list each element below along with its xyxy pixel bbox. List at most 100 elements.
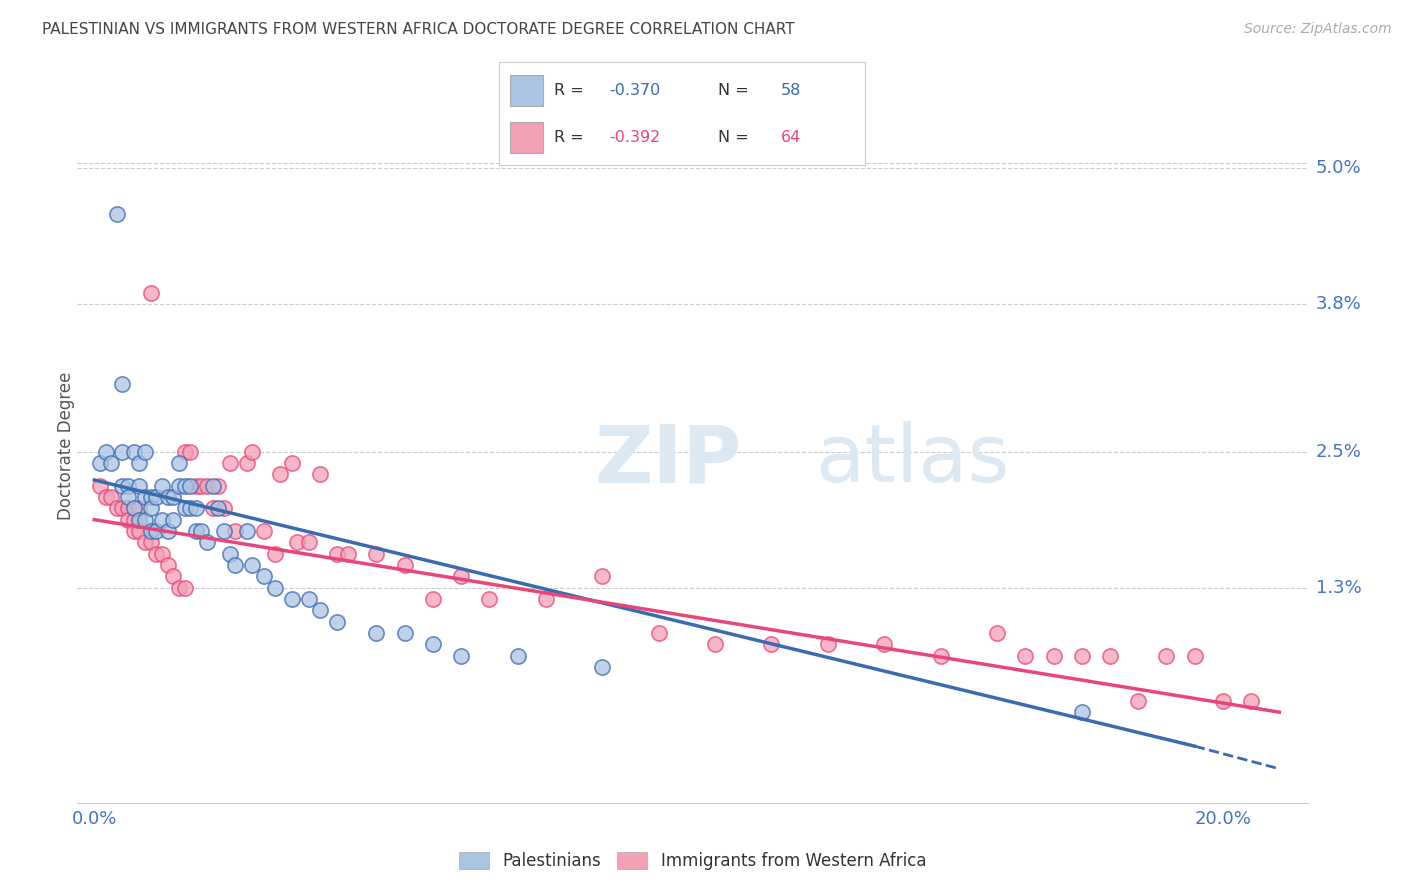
Point [704, 637, 727, 651]
Text: 2.5%: 2.5% [1316, 442, 1362, 460]
Point [167, 478, 190, 492]
Point [128, 478, 150, 492]
Point [287, 535, 309, 549]
Point [156, 490, 179, 504]
Point [591, 569, 613, 583]
Text: ZIP: ZIP [595, 421, 741, 500]
Point [1156, 648, 1178, 663]
Text: -0.370: -0.370 [609, 83, 659, 97]
Point [218, 547, 240, 561]
Point [162, 513, 184, 527]
Point [506, 648, 529, 663]
Point [139, 501, 162, 516]
Text: R =: R = [554, 83, 589, 97]
Point [156, 558, 179, 572]
Point [184, 524, 207, 538]
Point [122, 444, 145, 458]
Point [117, 490, 139, 504]
Legend: Palestinians, Immigrants from Western Africa: Palestinians, Immigrants from Western Af… [451, 845, 934, 877]
Point [94, 490, 117, 504]
Text: atlas: atlas [815, 421, 1010, 500]
Point [1240, 694, 1263, 708]
Point [263, 581, 285, 595]
Point [89, 478, 111, 492]
Point [134, 513, 156, 527]
Point [167, 456, 190, 470]
Point [201, 478, 224, 492]
Point [117, 513, 139, 527]
Point [122, 513, 145, 527]
Point [394, 626, 416, 640]
Point [218, 456, 240, 470]
Y-axis label: Doctorate Degree: Doctorate Degree [58, 372, 75, 520]
Point [252, 524, 274, 538]
Point [150, 547, 173, 561]
Text: 64: 64 [780, 130, 801, 145]
Point [873, 637, 896, 651]
Point [184, 478, 207, 492]
Point [1184, 648, 1206, 663]
Point [122, 524, 145, 538]
Point [366, 626, 388, 640]
Point [111, 501, 134, 516]
Point [1070, 705, 1092, 719]
Point [817, 637, 839, 651]
Point [240, 444, 263, 458]
Point [190, 478, 212, 492]
Point [173, 501, 195, 516]
Point [309, 467, 332, 482]
Point [252, 569, 274, 583]
Point [122, 501, 145, 516]
Point [269, 467, 291, 482]
Point [1070, 648, 1092, 663]
Point [184, 501, 207, 516]
Point [145, 547, 167, 561]
Text: 1.3%: 1.3% [1316, 579, 1361, 597]
Point [128, 513, 150, 527]
Point [422, 637, 444, 651]
Point [207, 478, 229, 492]
Point [195, 535, 218, 549]
Point [1014, 648, 1036, 663]
Text: N =: N = [718, 83, 755, 97]
Point [366, 547, 388, 561]
Point [105, 207, 128, 221]
Point [309, 603, 332, 617]
Text: N =: N = [718, 130, 755, 145]
Point [190, 524, 212, 538]
Point [224, 524, 246, 538]
Point [298, 591, 321, 606]
Point [281, 456, 304, 470]
Point [1212, 694, 1234, 708]
Point [240, 558, 263, 572]
Point [263, 547, 285, 561]
Point [1099, 648, 1122, 663]
Point [281, 591, 304, 606]
Point [326, 547, 349, 561]
Point [150, 478, 173, 492]
Point [162, 569, 184, 583]
Text: -0.392: -0.392 [609, 130, 659, 145]
Point [647, 626, 669, 640]
Point [173, 444, 195, 458]
Point [394, 558, 416, 572]
Point [929, 648, 952, 663]
Point [134, 535, 156, 549]
Point [1128, 694, 1150, 708]
Point [111, 478, 134, 492]
Point [134, 444, 156, 458]
Point [173, 581, 195, 595]
Text: 58: 58 [780, 83, 801, 97]
Point [139, 490, 162, 504]
Point [337, 547, 360, 561]
Text: Source: ZipAtlas.com: Source: ZipAtlas.com [1244, 22, 1392, 37]
Point [298, 535, 321, 549]
Point [117, 478, 139, 492]
Point [105, 501, 128, 516]
Point [94, 444, 117, 458]
Point [128, 524, 150, 538]
FancyBboxPatch shape [510, 122, 543, 153]
Text: R =: R = [554, 130, 589, 145]
Point [450, 648, 472, 663]
Point [128, 456, 150, 470]
